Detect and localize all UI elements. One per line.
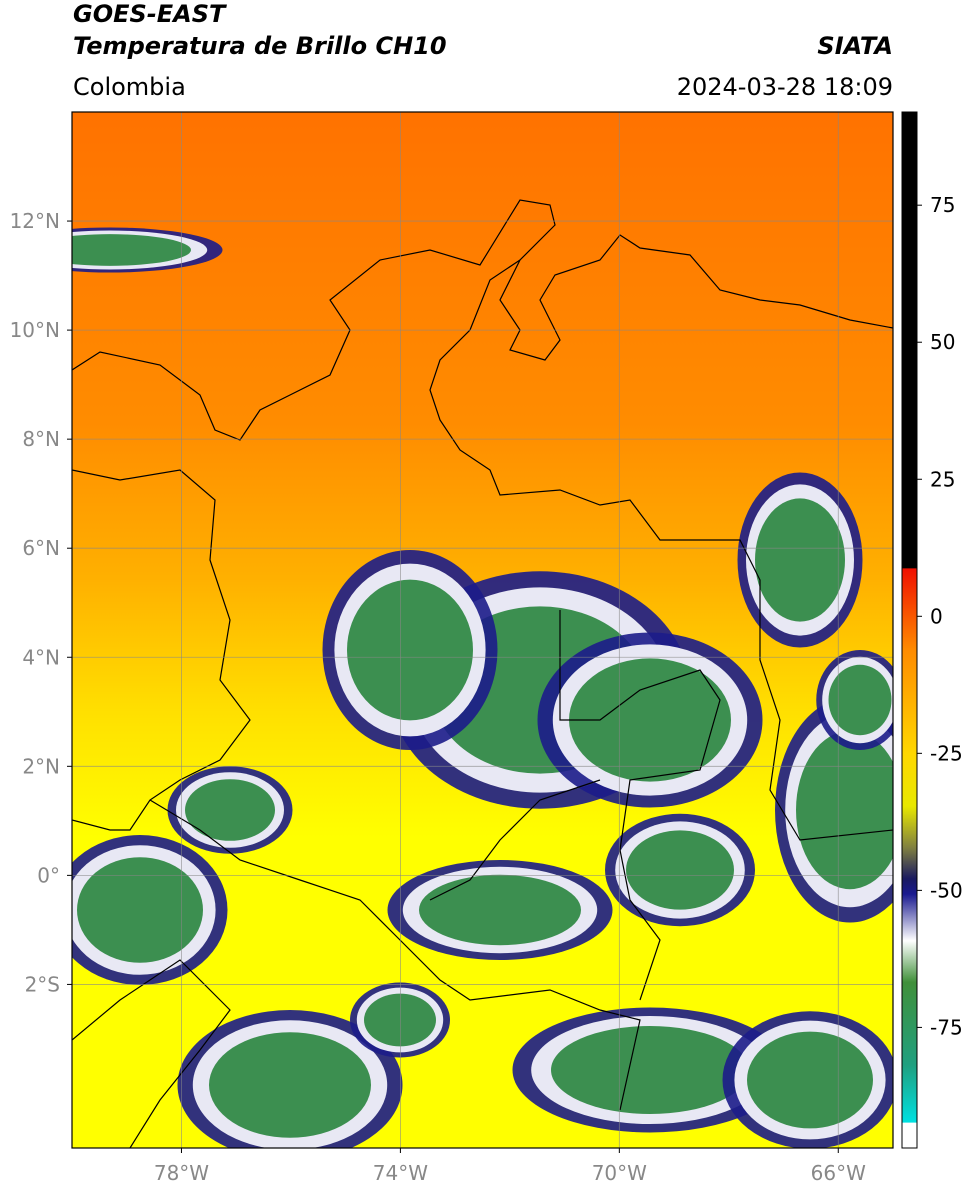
colorbar (901, 111, 918, 1149)
map (72, 112, 893, 1148)
colorbar-tick-label: -25 (930, 741, 963, 765)
cloud-core (209, 1032, 371, 1138)
x-tick-label: 66°W (811, 1161, 866, 1185)
axes: 78°W 74°W 70°W 66°W 12°N 10°N 8°N 6°N 4°N 2°N 0° 2°… (10, 209, 867, 1185)
cloud-core (828, 664, 892, 736)
datetime: 2024-03-28 18:09 (677, 73, 893, 101)
y-tick-label: 0° (37, 863, 60, 887)
x-tick-label: 74°W (373, 1161, 428, 1185)
cloud-core (77, 857, 203, 963)
y-tick-label: 2°S (25, 972, 60, 996)
cloud-core (551, 1026, 749, 1114)
colorbar-tick-label: -75 (930, 1015, 963, 1039)
colorbar-tick-label: 75 (930, 193, 955, 217)
clouds (72, 227, 893, 1148)
cloud-core (796, 730, 893, 890)
y-tick-label: 4°N (22, 645, 60, 669)
cloud-core (419, 874, 581, 946)
title-line1: GOES-EAST (73, 0, 227, 28)
colorbar-ticks: 75 50 25 0 -25 -50 -75 (917, 193, 963, 1039)
cloud-core (72, 234, 191, 266)
y-tick-label: 10°N (10, 318, 60, 342)
map-frame (71, 111, 894, 1149)
x-tick-label: 70°W (592, 1161, 647, 1185)
region: Colombia (73, 73, 186, 101)
cloud-core (185, 779, 275, 841)
cloud-core (569, 658, 731, 782)
colorbar-tick-label: 0 (930, 604, 943, 628)
colorbar-tick-label: 25 (930, 467, 955, 491)
colorbar-tick-label: 50 (930, 330, 955, 354)
source: SIATA (817, 32, 893, 60)
borders (72, 199, 893, 1148)
cloud-core (347, 579, 473, 721)
title-line2: Temperatura de Brillo CH10 (73, 32, 447, 60)
colorbar-tick-label: -50 (930, 878, 963, 902)
cloud-core (626, 830, 734, 910)
y-tick-label: 6°N (22, 536, 60, 560)
y-tick-label: 2°N (22, 754, 60, 778)
y-tick-label: 8°N (22, 427, 60, 451)
grid (72, 112, 893, 1148)
cloud-core (747, 1031, 873, 1129)
cloud-core (755, 498, 845, 622)
y-tick-label: 12°N (10, 209, 60, 233)
x-tick-label: 78°W (154, 1161, 209, 1185)
